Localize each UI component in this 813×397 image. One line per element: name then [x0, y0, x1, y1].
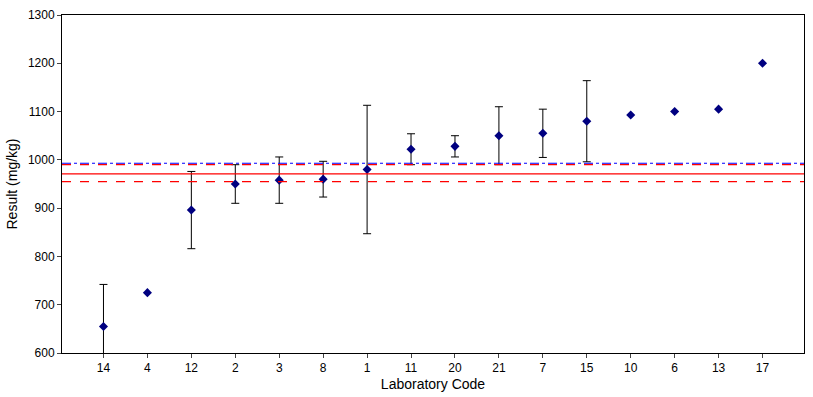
svg-text:7: 7 — [539, 361, 546, 375]
svg-text:700: 700 — [35, 298, 55, 312]
svg-text:4: 4 — [144, 361, 151, 375]
svg-text:20: 20 — [448, 361, 462, 375]
svg-text:Result (mg/kg): Result (mg/kg) — [4, 138, 20, 229]
svg-text:1: 1 — [364, 361, 371, 375]
svg-text:1100: 1100 — [29, 105, 55, 119]
svg-text:13: 13 — [712, 361, 726, 375]
svg-text:21: 21 — [492, 361, 506, 375]
svg-text:6: 6 — [671, 361, 678, 375]
svg-text:900: 900 — [35, 201, 55, 215]
svg-text:600: 600 — [35, 346, 55, 360]
svg-text:3: 3 — [276, 361, 283, 375]
svg-text:10: 10 — [624, 361, 638, 375]
svg-text:14: 14 — [97, 361, 111, 375]
svg-text:2: 2 — [232, 361, 239, 375]
svg-text:15: 15 — [580, 361, 594, 375]
svg-text:1000: 1000 — [28, 153, 55, 167]
svg-text:17: 17 — [756, 361, 770, 375]
svg-text:11: 11 — [405, 361, 418, 375]
svg-text:800: 800 — [35, 250, 55, 264]
svg-text:1200: 1200 — [28, 56, 55, 70]
svg-text:Laboratory Code: Laboratory Code — [381, 376, 486, 392]
svg-text:8: 8 — [320, 361, 327, 375]
svg-text:1300: 1300 — [28, 8, 55, 22]
svg-text:12: 12 — [185, 361, 199, 375]
